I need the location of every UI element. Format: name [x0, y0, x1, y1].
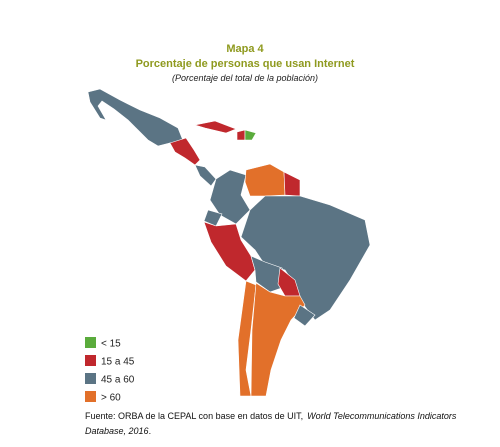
map-title: Porcentaje de personas que usan Internet	[136, 58, 355, 70]
source-text: Database, 2016	[85, 426, 149, 436]
legend-swatch	[85, 391, 96, 402]
legend-label: < 15	[101, 339, 121, 350]
cuba	[194, 120, 237, 134]
mexico	[87, 88, 187, 151]
legend-swatch	[85, 337, 96, 348]
venezuela	[244, 163, 286, 197]
legend: < 15 15 a 45 45 a 60 > 60	[85, 337, 135, 404]
source-line: Database, 2016.	[85, 426, 151, 436]
map-kicker: Mapa 4	[226, 43, 264, 55]
source-text: .	[149, 426, 152, 436]
legend-label: > 60	[101, 393, 121, 404]
legend-swatch	[85, 373, 96, 384]
legend-label: 45 a 60	[101, 375, 135, 386]
source-text: World Telecommunications Indicators	[307, 411, 457, 421]
legend-swatch	[85, 355, 96, 366]
brazil	[240, 195, 371, 321]
legend-label: 15 a 45	[101, 357, 135, 368]
source-text: Fuente: ORBA de la CEPAL con base en dat…	[85, 411, 303, 421]
map	[87, 88, 371, 397]
dominican-republic	[244, 129, 257, 141]
argentina	[250, 282, 306, 397]
guyana	[283, 171, 301, 197]
peru	[203, 221, 256, 282]
source-line: Fuente: ORBA de la CEPAL con base en dat…	[85, 411, 457, 421]
central-america-south	[194, 164, 217, 187]
central-america-north	[169, 137, 201, 166]
uruguay	[293, 304, 316, 327]
map-subtitle: (Porcentaje del total de la población)	[172, 73, 318, 83]
haiti	[236, 129, 246, 141]
